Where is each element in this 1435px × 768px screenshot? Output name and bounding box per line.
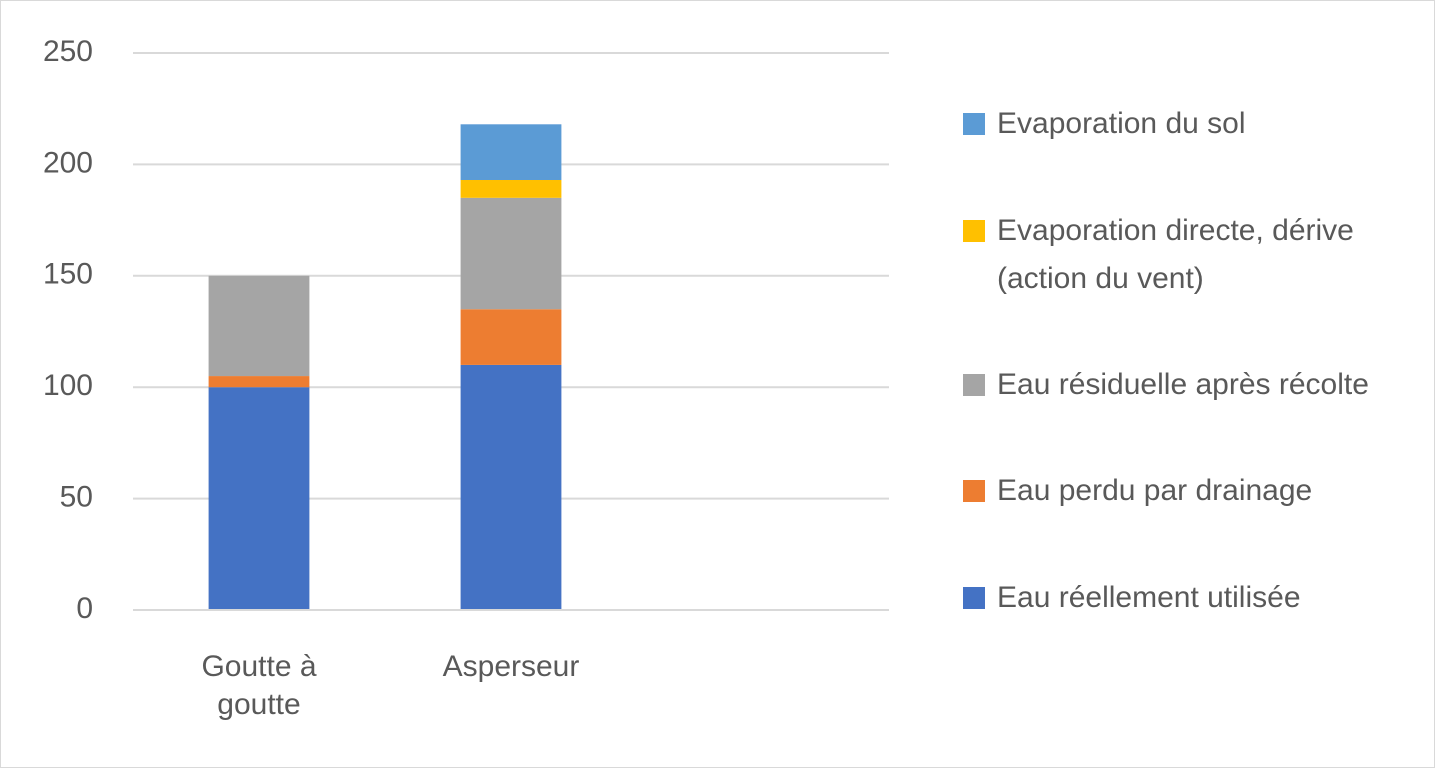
legend-label: Evaporation directe, dérive (action du v… [997,213,1354,295]
legend-item: Eau réellement utilisée [963,574,1403,622]
legend-label: Eau réellement utilisée [997,580,1301,614]
legend-swatch [963,113,985,136]
y-tick-label: 250 [43,35,93,68]
bar-segment [460,309,562,365]
legend-item: Eau résiduelle après récolte [963,361,1403,409]
x-tick-label: Goutte à goutte [201,650,317,721]
legend-swatch [963,480,985,503]
legend-label: Eau perdu par drainage [997,474,1313,508]
bar-segment [460,124,562,180]
legend-label: Eau résiduelle après récolte [997,367,1369,401]
bar-segment [208,387,310,610]
legend-swatch [963,373,985,396]
bar-segment [460,197,562,310]
bar-segment [208,376,310,388]
bar-segment [460,364,562,610]
legend-item: Evaporation directe, dérive (action du v… [963,207,1403,303]
legend: Evaporation du sol Evaporation directe, d… [963,71,1403,651]
x-tick-label: Asperseur [442,650,580,683]
legend-label: Evaporation du sol [997,107,1246,141]
y-tick-label: 0 [76,592,93,625]
legend-swatch [963,586,985,609]
bar-segment [460,179,562,198]
legend-item: Evaporation du sol [963,100,1403,148]
legend-swatch [963,219,985,242]
y-tick-label: 200 [43,146,93,179]
y-tick-label: 100 [43,369,93,402]
y-tick-label: 50 [60,481,93,514]
bar-segment [208,275,310,377]
y-tick-label: 150 [43,258,93,291]
legend-item: Eau perdu par drainage [963,467,1403,515]
